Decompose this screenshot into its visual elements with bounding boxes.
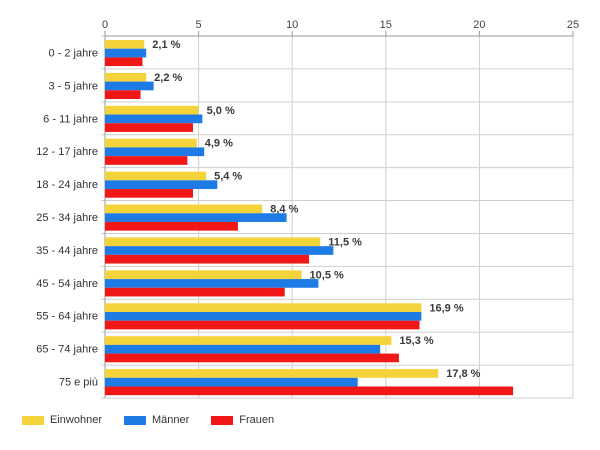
bar [105,254,310,264]
legend-swatch-maenner [123,415,146,425]
bar [105,204,263,214]
bar [105,147,205,157]
y-axis-categories: 0 - 2 jahre 3 - 5 jahre 6 - 11 jahre 12 - 1… [36,47,98,388]
bar [105,287,285,297]
data-label: 5,0 % [207,105,235,117]
bar [105,90,141,100]
category-label: 12 - 17 jahre [36,146,98,158]
bar [105,171,207,181]
bar [105,336,392,345]
bar [105,344,381,354]
data-label: 11,5 % [328,236,362,248]
category-label: 3 - 5 jahre [48,80,98,92]
category-label: 18 - 24 jahre [36,179,98,191]
bar [105,48,147,58]
x-tick-label: 15 [380,19,392,31]
legend-swatch-einwohner [22,415,44,425]
bar [105,72,147,82]
category-label: 6 - 11 jahre [43,113,98,125]
data-label: 10,5 % [310,269,344,281]
bar [105,180,218,190]
bar [105,213,287,222]
x-tick-label: 5 [196,19,202,31]
legend-label-einwohner: Einwohner [50,414,102,426]
data-label: 8,4 % [270,204,298,216]
category-label: 25 - 34 jahre [36,212,98,224]
bar [105,311,422,321]
legend-item-frauen: Frauen [211,414,274,426]
category-label: 45 - 54 jahre [36,278,98,290]
data-label: 2,2 % [154,72,182,84]
category-label: 75 e più [59,377,98,389]
category-label: 35 - 44 jahre [36,245,98,257]
category-label: 0 - 2 jahre [48,47,98,59]
bar [105,221,238,231]
legend-label-frauen: Frauen [239,414,275,426]
data-label: 4,9 % [205,138,233,150]
bar [105,189,193,198]
data-label: 16,9 % [429,302,463,314]
x-tick-label: 20 [473,19,485,31]
legend: Einwohner Männer Frauen [22,414,274,426]
x-axis-ticks: 0 5 10 15 20 25 [102,19,579,31]
bar [105,279,319,288]
bar [105,369,439,378]
data-labels: 2,1 % 2,2 % 5,0 % 4,9 % 5,4 % 8,4 % 11,5 % 10,5… [152,39,480,380]
bar [105,138,197,148]
bar [105,353,399,363]
x-tick-label: 10 [286,19,298,31]
category-label: 65 - 74 jahre [36,344,98,356]
bar [105,386,514,396]
bar [105,105,199,115]
bar [105,57,143,67]
bar [105,40,145,49]
data-label: 17,8 % [446,368,480,380]
bar [105,377,358,387]
bar [105,81,154,91]
bars [105,40,514,396]
grid [101,31,574,399]
bar [105,123,193,132]
bar [105,246,334,255]
x-tick-label: 0 [102,19,108,31]
legend-item-einwohner: Einwohner [22,414,102,426]
bar [105,270,302,280]
data-label: 15,3 % [399,335,433,347]
bar [105,156,188,165]
bar [105,320,420,330]
x-tick-label: 25 [567,19,579,31]
bar [105,114,203,124]
data-label: 5,4 % [214,171,242,183]
legend-item-maenner: Männer [123,414,190,426]
category-label: 55 - 64 jahre [36,311,98,323]
bar [105,237,321,247]
legend-swatch-frauen [211,415,234,425]
legend-label-maenner: Männer [151,414,190,426]
bar [105,303,422,312]
data-label: 2,1 % [152,39,180,51]
